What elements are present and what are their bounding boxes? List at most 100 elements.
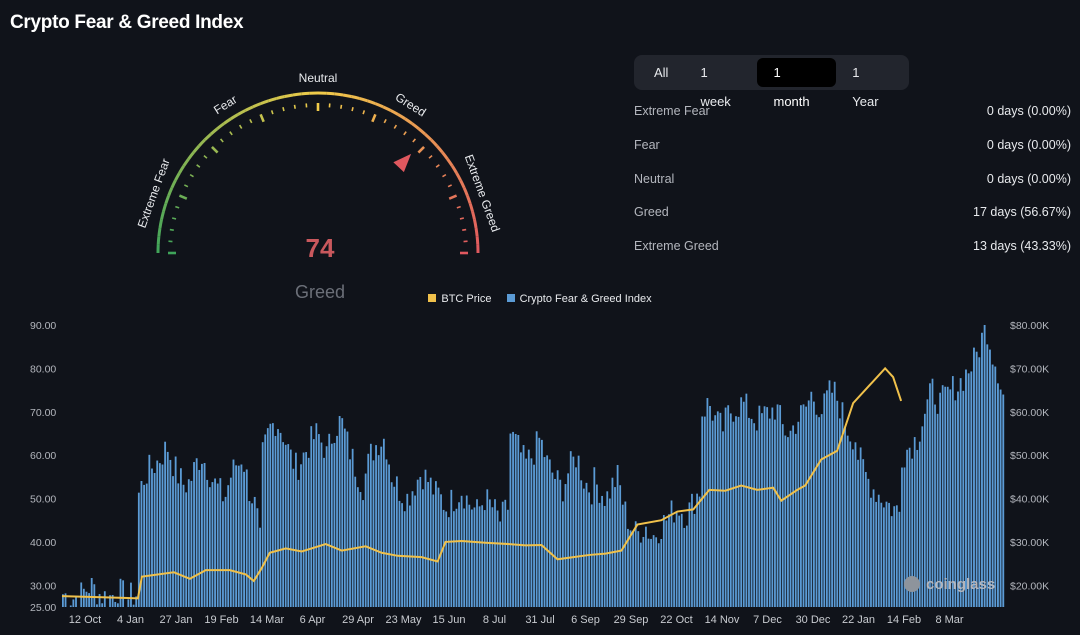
- gauge-arc-segment: [269, 98, 277, 100]
- index-bar: [474, 507, 476, 607]
- gauge-arc-segment: [470, 204, 472, 212]
- index-bar: [430, 478, 432, 607]
- gauge-arc-segment: [398, 114, 405, 118]
- index-bar: [393, 487, 395, 607]
- index-bar: [668, 514, 670, 607]
- index-bar: [709, 406, 711, 607]
- y-left-tick-label: 25.00: [30, 602, 56, 614]
- index-bar: [712, 421, 714, 607]
- index-bar: [683, 528, 685, 607]
- index-bar: [612, 478, 614, 607]
- y-left-tick-label: 70.00: [30, 407, 56, 419]
- index-bar: [523, 445, 525, 607]
- index-bar: [313, 439, 315, 607]
- tab-1-year[interactable]: 1 Year: [836, 58, 905, 87]
- index-bar: [492, 507, 494, 607]
- index-bar: [172, 476, 174, 607]
- index-bar: [259, 528, 261, 607]
- index-bar: [391, 482, 393, 607]
- stat-row-extreme-fear: Extreme Fear 0 days (0.00%): [634, 104, 1071, 138]
- index-bar: [435, 481, 437, 607]
- index-bar: [831, 393, 833, 607]
- index-bar: [305, 452, 307, 607]
- index-bar: [507, 510, 509, 607]
- index-bar: [730, 413, 732, 607]
- index-bar: [722, 431, 724, 607]
- index-bar: [198, 470, 200, 607]
- gauge-arc-segment: [383, 107, 391, 111]
- index-bar: [300, 464, 302, 607]
- gauge-arc-segment: [431, 140, 437, 146]
- gauge-tick: [197, 165, 200, 167]
- index-bar: [412, 491, 414, 607]
- gauge-arc-segment: [172, 180, 176, 188]
- gauge-arc-segment: [437, 146, 442, 152]
- index-bar: [531, 458, 533, 607]
- index-bar: [246, 469, 248, 607]
- index-bar: [823, 393, 825, 607]
- y-left-tick-label: 80.00: [30, 363, 56, 375]
- index-bar: [593, 467, 595, 607]
- index-bar: [143, 485, 145, 607]
- index-bar: [156, 461, 158, 607]
- watermark: coinglass: [926, 576, 995, 593]
- index-bar: [891, 516, 893, 607]
- index-bar: [875, 502, 877, 607]
- tab-all[interactable]: All: [638, 58, 684, 87]
- index-bar: [960, 378, 962, 607]
- gauge-tick: [190, 175, 193, 177]
- index-bar: [696, 494, 698, 607]
- index-bar: [227, 485, 229, 607]
- index-bar: [122, 580, 124, 607]
- index-bar: [476, 499, 478, 607]
- index-bar: [370, 444, 372, 607]
- index-bar: [362, 500, 364, 607]
- gauge-arc-segment: [175, 173, 179, 180]
- index-bar: [91, 578, 93, 607]
- index-bar: [417, 480, 419, 607]
- index-bar: [808, 400, 810, 607]
- gauge-tick: [250, 119, 252, 123]
- index-bar: [204, 463, 206, 607]
- index-bar: [193, 462, 195, 607]
- index-bar: [80, 582, 82, 607]
- tab-1-week[interactable]: 1 week: [684, 58, 757, 87]
- gauge-tick: [418, 147, 424, 153]
- index-bar: [880, 503, 882, 607]
- x-tick-label: 19 Feb: [204, 614, 238, 626]
- index-bar: [233, 460, 235, 607]
- gauge-tick: [172, 218, 176, 219]
- gauge-tick: [283, 107, 284, 111]
- y-right-tick-label: $70.00K: [1010, 363, 1049, 375]
- index-bar: [565, 484, 567, 607]
- index-bar: [70, 605, 72, 607]
- index-bar: [857, 460, 859, 607]
- index-bar: [315, 423, 317, 607]
- gauge-tick: [179, 196, 186, 199]
- index-bar: [365, 474, 367, 607]
- index-bar: [438, 488, 440, 607]
- index-bar: [821, 414, 823, 607]
- index-bar: [164, 442, 166, 607]
- index-bar: [272, 423, 274, 607]
- index-bar: [468, 505, 470, 607]
- index-bar: [406, 494, 408, 607]
- index-bar: [578, 456, 580, 607]
- gauge-tick: [413, 139, 416, 142]
- gauge-tick: [404, 132, 406, 135]
- index-bar: [559, 480, 561, 607]
- index-bar: [707, 398, 709, 607]
- stat-value: 0 days (0.00%): [987, 172, 1071, 206]
- index-bar: [453, 511, 455, 607]
- timeframe-tabs: All 1 week 1 month 1 Year: [634, 55, 909, 90]
- index-bar: [399, 501, 401, 607]
- index-bar: [544, 457, 546, 607]
- index-bar: [341, 418, 343, 607]
- index-bar: [201, 464, 203, 607]
- tab-1-month[interactable]: 1 month: [757, 58, 836, 87]
- index-bar: [167, 452, 169, 607]
- index-bar: [694, 514, 696, 607]
- index-bar: [120, 579, 122, 607]
- gauge-arc-segment: [473, 212, 475, 220]
- y-left-tick-label: 40.00: [30, 537, 56, 549]
